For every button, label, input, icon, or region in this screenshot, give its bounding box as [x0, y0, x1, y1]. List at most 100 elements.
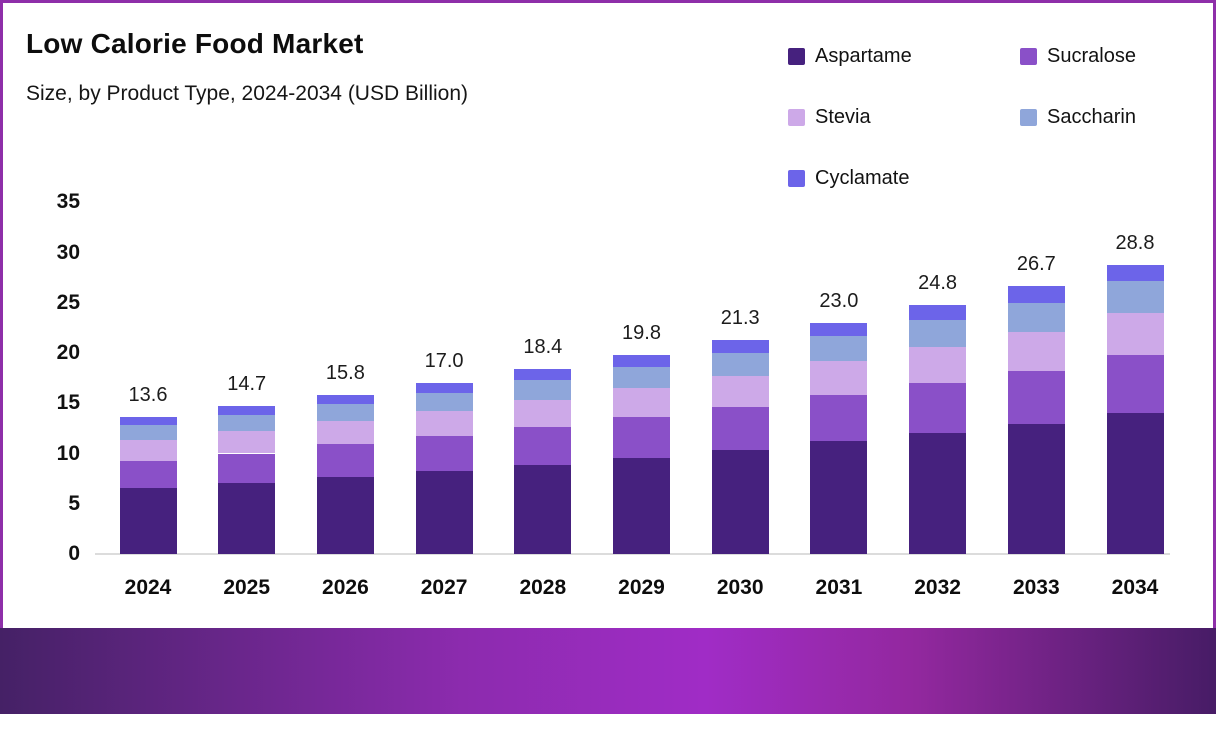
- x-axis-label-2028: 2028: [519, 576, 567, 599]
- x-axis-baseline: [95, 553, 1170, 555]
- legend-label: Cyclamate: [815, 166, 910, 189]
- y-axis-tick-label-35: 35: [56, 190, 80, 214]
- bar-segment-saccharin-2025[interactable]: [218, 415, 276, 432]
- bar-segment-saccharin-2030[interactable]: [711, 353, 769, 377]
- bar-segment-aspartame-2029[interactable]: [613, 457, 670, 554]
- bar-segment-aspartame-2031[interactable]: [810, 441, 868, 554]
- legend-swatch-sucralose: [1020, 47, 1037, 65]
- legend-item-aspartame[interactable]: Aspartame: [788, 44, 1020, 68]
- bar-segment-aspartame-2026[interactable]: [316, 476, 374, 554]
- legend-swatch-stevia: [788, 108, 805, 126]
- bar-segment-cyclamate-2028[interactable]: [514, 369, 572, 381]
- bar-segment-cyclamate-2026[interactable]: [316, 395, 374, 405]
- bar-segment-stevia-2029[interactable]: [613, 388, 670, 418]
- bar-segment-aspartame-2024[interactable]: [119, 487, 177, 554]
- page-subtitle: Size, by Product Type, 2024-2034 (USD Bi…: [26, 82, 469, 105]
- x-axis-label-2032: 2032: [914, 576, 961, 599]
- x-axis-label-2033: 2033: [1012, 576, 1060, 599]
- chart-legend: Aspartame Sucralose Stevia Saccharin Cyclama…: [788, 44, 1216, 190]
- bar-segment-stevia-2026[interactable]: [316, 421, 374, 445]
- x-axis-label-2029: 2029: [618, 576, 665, 599]
- bar-segment-saccharin-2031[interactable]: [810, 335, 868, 362]
- y-axis-tick-label-5: 5: [68, 491, 80, 515]
- bar-segment-stevia-2032[interactable]: [909, 346, 967, 384]
- bar-segment-cyclamate-2032[interactable]: [909, 304, 967, 320]
- legend-item-saccharin[interactable]: Saccharin: [1020, 105, 1216, 129]
- bar-segment-sucralose-2024[interactable]: [119, 460, 177, 488]
- bar-value-label-2031: 23.0: [819, 289, 859, 312]
- bar-segment-stevia-2024[interactable]: [119, 440, 177, 461]
- bar-segment-aspartame-2027[interactable]: [415, 470, 473, 554]
- legend-swatch-aspartame: [788, 47, 805, 65]
- legend-label: Sucralose: [1047, 44, 1136, 67]
- x-axis-label-2026: 2026: [322, 576, 369, 599]
- bar-segment-stevia-2033[interactable]: [1007, 331, 1065, 372]
- bar-segment-saccharin-2032[interactable]: [909, 319, 967, 347]
- bar-segment-cyclamate-2029[interactable]: [613, 355, 670, 368]
- bar-segment-cyclamate-2027[interactable]: [415, 383, 473, 394]
- bar-segment-stevia-2028[interactable]: [514, 400, 572, 428]
- x-axis-label-2031: 2031: [815, 576, 863, 599]
- bar-segment-aspartame-2032[interactable]: [909, 433, 967, 554]
- bar-segment-cyclamate-2034[interactable]: [1106, 264, 1164, 281]
- legend-label: Stevia: [815, 105, 871, 128]
- bar-segment-sucralose-2031[interactable]: [810, 395, 868, 442]
- bar-segment-cyclamate-2025[interactable]: [218, 406, 276, 416]
- y-axis-tick-label-30: 30: [56, 240, 80, 264]
- bar-segment-sucralose-2025[interactable]: [218, 453, 276, 483]
- bar-segment-stevia-2031[interactable]: [810, 361, 868, 396]
- bar-value-label-2032: 24.8: [918, 271, 958, 294]
- bar-segment-sucralose-2028[interactable]: [514, 427, 572, 465]
- bar-segment-stevia-2025[interactable]: [218, 431, 276, 454]
- bar-segment-cyclamate-2031[interactable]: [810, 322, 868, 336]
- bar-segment-stevia-2034[interactable]: [1106, 312, 1164, 355]
- bar-segment-aspartame-2034[interactable]: [1106, 413, 1164, 554]
- bar-segment-sucralose-2034[interactable]: [1106, 355, 1164, 414]
- bar-value-label-2029: 19.8: [622, 322, 661, 344]
- bar-segment-saccharin-2033[interactable]: [1007, 302, 1065, 332]
- bar-segment-saccharin-2028[interactable]: [514, 380, 572, 401]
- bar-segment-sucralose-2030[interactable]: [711, 407, 769, 451]
- bar-segment-aspartame-2033[interactable]: [1007, 424, 1065, 554]
- bar-value-label-2033: 26.7: [1016, 252, 1056, 275]
- bar-segment-saccharin-2024[interactable]: [119, 425, 177, 441]
- bar-segment-sucralose-2033[interactable]: [1007, 371, 1065, 425]
- bar-segment-sucralose-2029[interactable]: [613, 417, 670, 458]
- bar-value-label-2028: 18.4: [523, 336, 563, 359]
- bar-segment-aspartame-2030[interactable]: [711, 450, 769, 554]
- x-axis-label-2025: 2025: [223, 576, 271, 599]
- x-axis-label-2027: 2027: [420, 576, 468, 599]
- bar-value-label-2034: 28.8: [1115, 231, 1155, 254]
- bar-segment-aspartame-2028[interactable]: [514, 464, 572, 554]
- bar-value-label-2024: 13.6: [128, 384, 168, 407]
- bar-segment-cyclamate-2033[interactable]: [1007, 285, 1065, 303]
- y-axis-tick-label-15: 15: [56, 391, 80, 415]
- bar-value-label-2026: 15.8: [325, 362, 365, 385]
- page-title: Low Calorie Food Market: [26, 28, 364, 59]
- legend-item-cyclamate[interactable]: Cyclamate: [788, 166, 1020, 190]
- y-axis-tick-label-10: 10: [56, 441, 80, 465]
- bar-segment-stevia-2030[interactable]: [711, 376, 769, 408]
- footer-banner: The Market will Grow At the CAGR of: 7.8…: [0, 628, 1216, 714]
- x-axis-label-2024: 2024: [124, 576, 172, 599]
- bar-segment-stevia-2027[interactable]: [415, 411, 473, 437]
- y-axis-tick-label-25: 25: [56, 290, 80, 314]
- legend-item-stevia[interactable]: Stevia: [788, 105, 1020, 129]
- bar-segment-saccharin-2034[interactable]: [1106, 280, 1164, 313]
- y-axis-tick-label-0: 0: [68, 542, 80, 565]
- legend-swatch-cyclamate: [788, 169, 805, 187]
- legend-label: Saccharin: [1047, 105, 1136, 128]
- bar-segment-saccharin-2029[interactable]: [613, 367, 670, 389]
- y-axis-tick-label-20: 20: [56, 341, 80, 364]
- bar-segment-aspartame-2025[interactable]: [218, 482, 276, 554]
- bar-segment-saccharin-2026[interactable]: [316, 404, 374, 422]
- bar-segment-cyclamate-2030[interactable]: [711, 339, 769, 353]
- bar-segment-sucralose-2027[interactable]: [415, 436, 473, 471]
- bar-value-label-2027: 17.0: [424, 350, 464, 373]
- bar-segment-cyclamate-2024[interactable]: [119, 417, 177, 426]
- bar-segment-sucralose-2026[interactable]: [316, 444, 374, 477]
- bar-segment-saccharin-2027[interactable]: [415, 393, 473, 412]
- bar-segment-sucralose-2032[interactable]: [909, 383, 967, 434]
- legend-item-sucralose[interactable]: Sucralose: [1020, 44, 1216, 68]
